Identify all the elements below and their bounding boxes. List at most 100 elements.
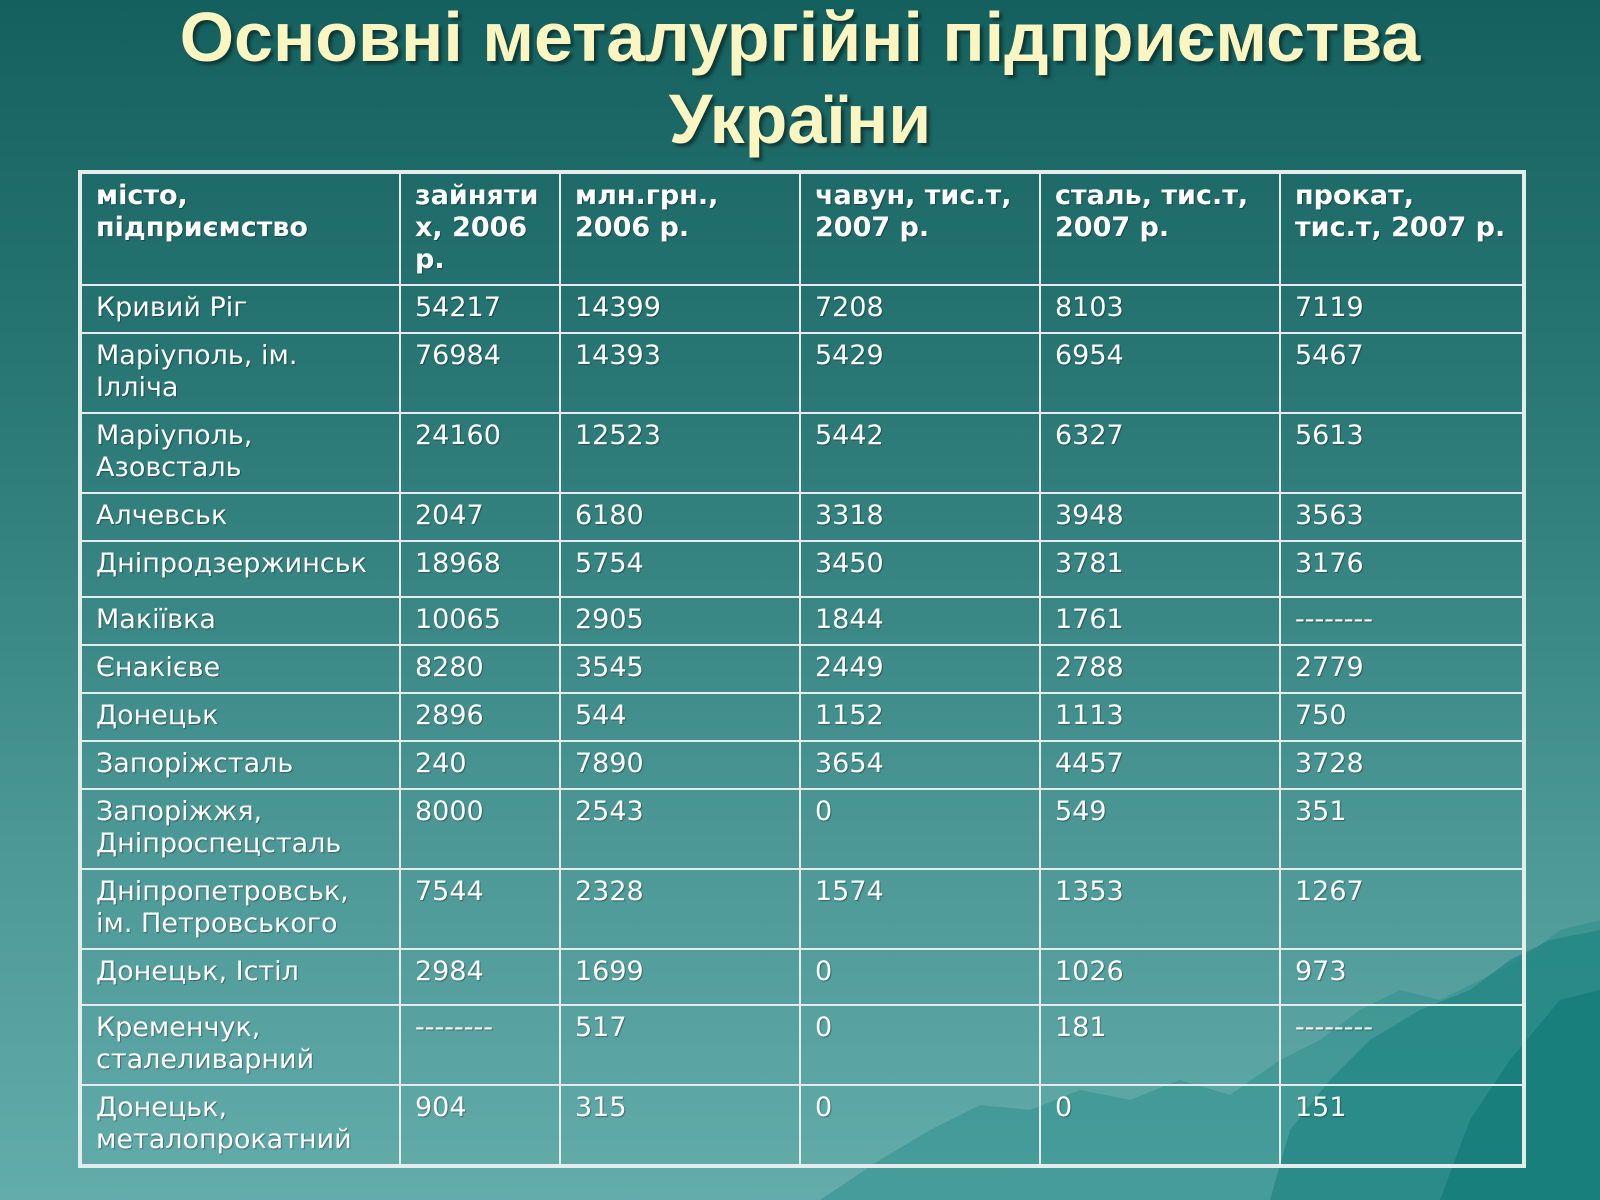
cell-steel: 3948 xyxy=(1039,492,1281,542)
cell-city: Єнакієве xyxy=(79,644,401,694)
cell-rolled: 7119 xyxy=(1279,284,1525,334)
cell-city: Макіївка xyxy=(79,596,401,646)
cell-steel: 549 xyxy=(1039,788,1281,870)
cell-steel: 1353 xyxy=(1039,868,1281,950)
page-title-line2: України xyxy=(668,80,932,158)
cell-revenue: 315 xyxy=(559,1084,801,1167)
cell-employees: -------- xyxy=(399,1004,561,1086)
cell-pig-iron: 0 xyxy=(799,788,1041,870)
cell-pig-iron: 5429 xyxy=(799,332,1041,414)
cell-revenue: 544 xyxy=(559,692,801,742)
cell-employees: 8280 xyxy=(399,644,561,694)
cell-city: Донецьк xyxy=(79,692,401,742)
cell-rolled: 1267 xyxy=(1279,868,1525,950)
cell-pig-iron: 3318 xyxy=(799,492,1041,542)
cell-revenue: 7890 xyxy=(559,740,801,790)
cell-city: Донецьк, металопрокатний xyxy=(79,1084,401,1167)
header-steel: сталь, тис.т, 2007 р. xyxy=(1039,171,1281,286)
cell-rolled: -------- xyxy=(1279,596,1525,646)
table-row: Запоріжжя, Дніпроспецсталь 8000 2543 0 5… xyxy=(79,788,1525,870)
cell-revenue: 517 xyxy=(559,1004,801,1086)
cell-steel: 1113 xyxy=(1039,692,1281,742)
cell-revenue: 2905 xyxy=(559,596,801,646)
cell-rolled: 3728 xyxy=(1279,740,1525,790)
cell-pig-iron: 0 xyxy=(799,1084,1041,1167)
cell-rolled: 973 xyxy=(1279,948,1525,1006)
cell-pig-iron: 1574 xyxy=(799,868,1041,950)
header-rolled: прокат, тис.т, 2007 р. xyxy=(1279,171,1525,286)
table-row: Запоріжсталь 240 7890 3654 4457 3728 xyxy=(79,740,1525,790)
header-revenue: млн.грн., 2006 р. xyxy=(559,171,801,286)
cell-employees: 18968 xyxy=(399,540,561,598)
cell-pig-iron: 2449 xyxy=(799,644,1041,694)
cell-pig-iron: 0 xyxy=(799,1004,1041,1086)
cell-revenue: 2543 xyxy=(559,788,801,870)
cell-revenue: 14393 xyxy=(559,332,801,414)
cell-rolled: 3563 xyxy=(1279,492,1525,542)
table-row: Єнакієве 8280 3545 2449 2788 2779 xyxy=(79,644,1525,694)
cell-city: Кривий Ріг xyxy=(79,284,401,334)
header-city: місто, підприємство xyxy=(79,171,401,286)
enterprises-table: місто, підприємство зайняти х, 2006 р. м… xyxy=(78,170,1526,1168)
cell-pig-iron: 7208 xyxy=(799,284,1041,334)
cell-employees: 10065 xyxy=(399,596,561,646)
table-header-row: місто, підприємство зайняти х, 2006 р. м… xyxy=(79,171,1525,286)
table-row: Донецьк, металопрокатний 904 315 0 0 151 xyxy=(79,1084,1525,1167)
cell-employees: 7544 xyxy=(399,868,561,950)
cell-steel: 3781 xyxy=(1039,540,1281,598)
cell-pig-iron: 1844 xyxy=(799,596,1041,646)
page-title: Основні металургійні підприємства Україн… xyxy=(0,0,1600,160)
cell-pig-iron: 3654 xyxy=(799,740,1041,790)
cell-city: Запоріжсталь xyxy=(79,740,401,790)
cell-city: Дніпродзержинськ xyxy=(79,540,401,598)
cell-steel: 1761 xyxy=(1039,596,1281,646)
cell-rolled: -------- xyxy=(1279,1004,1525,1086)
cell-rolled: 5467 xyxy=(1279,332,1525,414)
cell-city: Дніпропетровськ, ім. Петровського xyxy=(79,868,401,950)
cell-steel: 0 xyxy=(1039,1084,1281,1167)
cell-employees: 240 xyxy=(399,740,561,790)
cell-employees: 76984 xyxy=(399,332,561,414)
cell-rolled: 750 xyxy=(1279,692,1525,742)
cell-steel: 8103 xyxy=(1039,284,1281,334)
table-row: Дніпродзержинськ 18968 5754 3450 3781 31… xyxy=(79,540,1525,598)
page-title-line1: Основні металургійні підприємства xyxy=(179,0,1421,76)
cell-revenue: 3545 xyxy=(559,644,801,694)
cell-city: Алчевськ xyxy=(79,492,401,542)
cell-city: Маріуполь, ім. Ілліча xyxy=(79,332,401,414)
cell-rolled: 3176 xyxy=(1279,540,1525,598)
cell-employees: 8000 xyxy=(399,788,561,870)
cell-steel: 2788 xyxy=(1039,644,1281,694)
cell-revenue: 5754 xyxy=(559,540,801,598)
cell-employees: 24160 xyxy=(399,412,561,494)
header-employees: зайняти х, 2006 р. xyxy=(399,171,561,286)
table-row: Донецьк, Істіл 2984 1699 0 1026 973 xyxy=(79,948,1525,1006)
table-row: Маріуполь, ім. Ілліча 76984 14393 5429 6… xyxy=(79,332,1525,414)
cell-revenue: 12523 xyxy=(559,412,801,494)
cell-rolled: 151 xyxy=(1279,1084,1525,1167)
cell-steel: 1026 xyxy=(1039,948,1281,1006)
table-row: Кременчук, сталеливарний -------- 517 0 … xyxy=(79,1004,1525,1086)
cell-pig-iron: 1152 xyxy=(799,692,1041,742)
cell-revenue: 1699 xyxy=(559,948,801,1006)
cell-pig-iron: 3450 xyxy=(799,540,1041,598)
cell-rolled: 351 xyxy=(1279,788,1525,870)
cell-employees: 2984 xyxy=(399,948,561,1006)
cell-steel: 6327 xyxy=(1039,412,1281,494)
table-row: Дніпропетровськ, ім. Петровського 7544 2… xyxy=(79,868,1525,950)
cell-revenue: 6180 xyxy=(559,492,801,542)
cell-pig-iron: 5442 xyxy=(799,412,1041,494)
cell-city: Кременчук, сталеливарний xyxy=(79,1004,401,1086)
table-row: Алчевськ 2047 6180 3318 3948 3563 xyxy=(79,492,1525,542)
header-pig-iron: чавун, тис.т, 2007 р. xyxy=(799,171,1041,286)
table-row: Кривий Ріг 54217 14399 7208 8103 7119 xyxy=(79,284,1525,334)
cell-steel: 6954 xyxy=(1039,332,1281,414)
cell-steel: 181 xyxy=(1039,1004,1281,1086)
cell-employees: 54217 xyxy=(399,284,561,334)
cell-steel: 4457 xyxy=(1039,740,1281,790)
cell-city: Маріуполь, Азовсталь xyxy=(79,412,401,494)
cell-rolled: 5613 xyxy=(1279,412,1525,494)
cell-rolled: 2779 xyxy=(1279,644,1525,694)
table-row: Маріуполь, Азовсталь 24160 12523 5442 63… xyxy=(79,412,1525,494)
cell-employees: 904 xyxy=(399,1084,561,1167)
